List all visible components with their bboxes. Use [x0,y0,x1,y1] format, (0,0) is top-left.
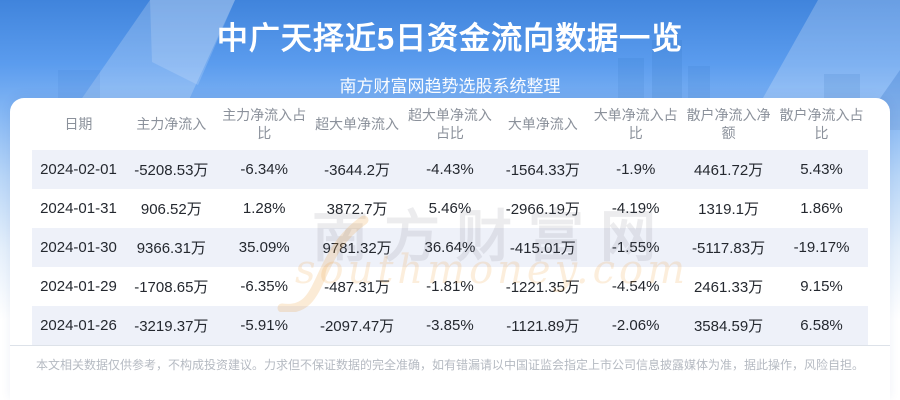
table-cell: -2966.19万 [505,201,580,218]
table-cell: -4.54% [611,278,660,295]
table-cell: -1.55% [611,239,660,256]
fund-flow-table: 日期 主力净流入 主力净流入占比 超大单净流入 超大单净流入占比 大单净流入 大单净流入占比… [32,98,868,345]
table-cell: 5.43% [800,161,843,178]
column-header: 超大单净流入 [315,115,400,132]
table-cell: 2024-01-29 [40,278,117,295]
column-header: 散户净流入占比 [779,106,864,141]
column-header: 大单净流入占比 [593,106,678,141]
table-cell: -4.43% [426,161,474,178]
table-row: 2024-01-31 906.52万 1.28% 3872.7万 5.46% -2966.… [32,189,868,228]
city-bar [824,74,860,98]
table-cell: -415.01万 [509,240,576,257]
table-cell: -4.19% [611,200,660,217]
page-title: 中广天择近5日资金流向数据一览 [216,21,684,56]
table-cell: 2461.33万 [693,279,764,296]
table-cell: -2.06% [611,317,660,334]
table-cell: 2024-01-30 [40,239,117,256]
table-cell: 1.86% [800,200,843,217]
table-cell: -3219.37万 [134,318,209,335]
table-cell: -1221.35万 [505,279,580,296]
data-card: 日期 主力净流入 主力净流入占比 超大单净流入 超大单净流入占比 大单净流入 大单净流入占比… [10,98,890,400]
table-cell: 9366.31万 [136,240,206,257]
table-cell: 36.64% [424,239,476,256]
table-row: 2024-01-30 9366.31万 35.09% 9781.32万 36.64% -4… [32,228,868,267]
table-cell: 6.58% [800,317,843,334]
table-cell: 5.46% [428,200,472,217]
table-row: 2024-01-26 -3219.37万 -5.91% -2097.47万 -3.85%… [32,306,868,345]
table-row: 2024-02-01 -5208.53万 -6.34% -3644.2万 -4.43% -… [32,150,868,189]
table-cell: 906.52万 [140,201,202,218]
table-cell: -5208.53万 [134,162,209,179]
table-cell: 4461.72万 [693,162,764,179]
table-cell: -487.31万 [324,279,390,296]
building-highlight-left [150,0,235,85]
table-body: 2024-02-01 -5208.53万 -6.34% -3644.2万 -4.43% -… [32,150,868,345]
table-cell: -1564.33万 [505,162,580,179]
table-cell: 9.15% [800,278,843,295]
table-header: 日期 主力净流入 主力净流入占比 超大单净流入 超大单净流入占比 大单净流入 大单净流入占比… [32,98,868,150]
table-cell: -6.34% [240,161,288,178]
table-cell: -6.35% [240,278,288,295]
table-cell: 2024-02-01 [40,161,117,178]
table-cell: -1.81% [426,278,474,295]
column-header: 大单净流入 [507,115,578,132]
table-cell: 1319.1万 [698,201,759,218]
table-cell: -1121.89万 [506,318,580,335]
building-shape-left [60,0,235,130]
table-cell: -2097.47万 [319,318,395,335]
table-cell: -1708.65万 [134,279,209,296]
table-cell: -1.9% [616,161,656,178]
table-cell: -3644.2万 [324,162,390,179]
page-subtitle: 南方财富网趋势选股系统整理 [339,77,561,96]
column-header: 主力净流入占比 [222,106,307,141]
building-shape-right [745,0,900,130]
table-cell: -3.85% [426,317,474,334]
table-cell: 1.28% [242,200,286,217]
table-cell: -5117.83万 [692,240,766,257]
table-cell: 35.09% [238,239,290,256]
table-cell: 2024-01-26 [40,317,117,334]
table-cell: -19.17% [793,239,850,256]
table-cell: 9781.32万 [322,240,392,257]
table-cell: 3584.59万 [693,318,764,335]
disclaimer-text: 本文相关数据仅供参考，不构成投资建议。力求但不保证数据的完全准确，如有错漏请以中… [10,345,890,373]
column-header: 散户净流入净额 [686,106,771,141]
column-header: 日期 [64,115,93,132]
column-header: 超大单净流入占比 [407,106,492,141]
column-header: 主力净流入 [136,115,207,132]
banner: 中广天择近5日资金流向数据一览 南方财富网趋势选股系统整理 [0,0,900,97]
table-row: 2024-01-29 -1708.65万 -6.35% -487.31万 -1.81% -… [32,267,868,306]
table-cell: -5.91% [240,317,288,334]
table-cell: 3872.7万 [326,201,388,218]
table-cell: 2024-01-31 [40,200,117,217]
